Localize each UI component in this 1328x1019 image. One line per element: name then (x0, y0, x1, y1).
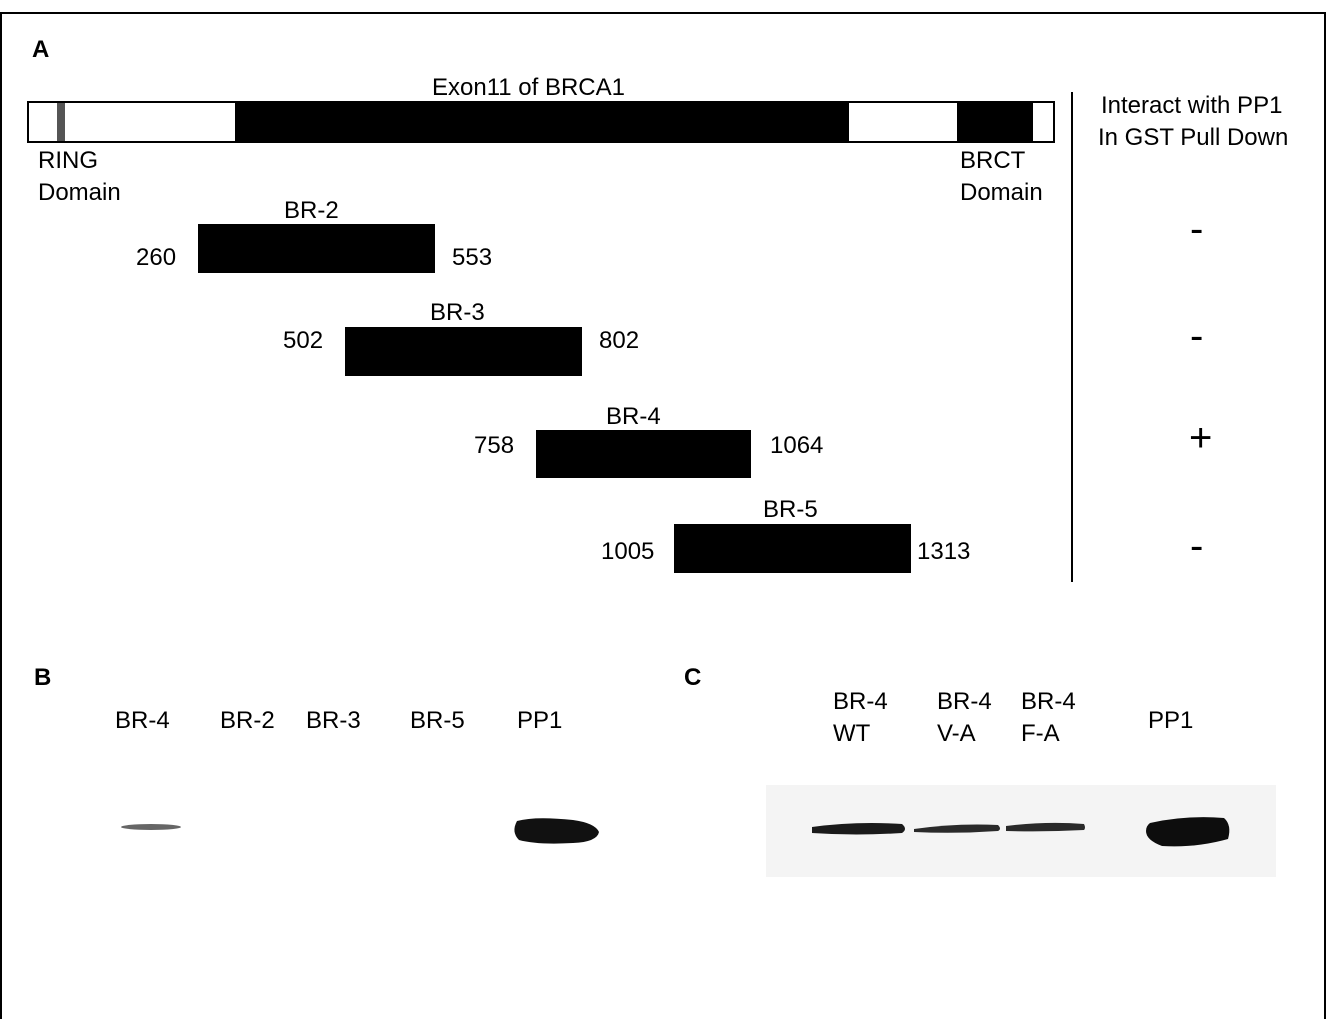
gel-b-lane-label-5: PP1 (517, 707, 563, 734)
blot-c-band-va (914, 824, 1000, 833)
brca1-gene-bar (27, 101, 1055, 143)
blot-c-band-fa (1006, 822, 1085, 832)
interact-header-line1: Interact with PP1 (1101, 92, 1283, 119)
fragment-end-br2: 553 (452, 244, 493, 271)
interact-header-line2: In GST Pull Down (1098, 124, 1289, 151)
interaction-br2: - (1190, 207, 1204, 251)
exon11-region (235, 103, 849, 141)
interaction-br4: + (1189, 416, 1213, 460)
fragment-start-br4: 758 (474, 432, 515, 459)
fragment-name-br4: BR-4 (606, 403, 661, 430)
gel-c-lane-label-3-line2: F-A (1021, 720, 1060, 747)
brct-domain-region (957, 103, 1033, 141)
panel-label-c: C (684, 664, 702, 691)
gel-c-lane-label-4: PP1 (1148, 707, 1194, 734)
fragment-bar-br4 (536, 430, 751, 478)
fragment-start-br2: 260 (136, 244, 177, 271)
fragment-end-br3: 802 (599, 327, 640, 354)
gel-c-lane-label-1-line2: WT (833, 720, 871, 747)
blot-c-band-wt (812, 823, 905, 835)
fragment-name-br3: BR-3 (430, 299, 485, 326)
divider-line (1071, 92, 1073, 582)
brct-label-line2: Domain (960, 179, 1043, 206)
gel-b-lane-label-3: BR-3 (306, 707, 361, 734)
gel-b-lane-label-2: BR-2 (220, 707, 275, 734)
blot-b-band-br4 (121, 824, 181, 830)
gel-c-lane-label-3-line1: BR-4 (1021, 688, 1076, 715)
blot-c-band-pp1 (1146, 817, 1230, 847)
gel-b-lane-label-4: BR-5 (410, 707, 465, 734)
fragment-name-br2: BR-2 (284, 197, 339, 224)
gel-c-lane-label-1-line1: BR-4 (833, 688, 888, 715)
interaction-br3: - (1190, 314, 1204, 358)
fragment-bar-br2 (198, 224, 435, 273)
western-blot-c (766, 785, 1276, 877)
fragment-start-br3: 502 (283, 327, 324, 354)
gene-title: Exon11 of BRCA1 (432, 74, 625, 101)
fragment-bar-br3 (345, 327, 582, 376)
fragment-bar-br5 (674, 524, 911, 573)
ring-label-line2: Domain (38, 179, 121, 206)
fragment-start-br5: 1005 (601, 538, 655, 565)
ring-domain-marker (57, 103, 65, 141)
brct-label-line1: BRCT (960, 147, 1026, 174)
gel-c-lane-label-2-line2: V-A (937, 720, 976, 747)
western-blot-b (121, 818, 599, 844)
gel-c-lane-label-2-line1: BR-4 (937, 688, 992, 715)
gel-b-lane-label-1: BR-4 (115, 707, 170, 734)
ring-label-line1: RING (38, 147, 98, 174)
fragment-end-br4: 1064 (770, 432, 824, 459)
blot-b-band-pp1 (514, 818, 599, 844)
fragment-name-br5: BR-5 (763, 496, 818, 523)
panel-label-b: B (34, 664, 52, 691)
fragment-end-br5: 1313 (917, 538, 971, 565)
panel-label-a: A (32, 36, 50, 63)
interaction-br5: - (1190, 524, 1204, 568)
figure-frame (0, 12, 1326, 1019)
